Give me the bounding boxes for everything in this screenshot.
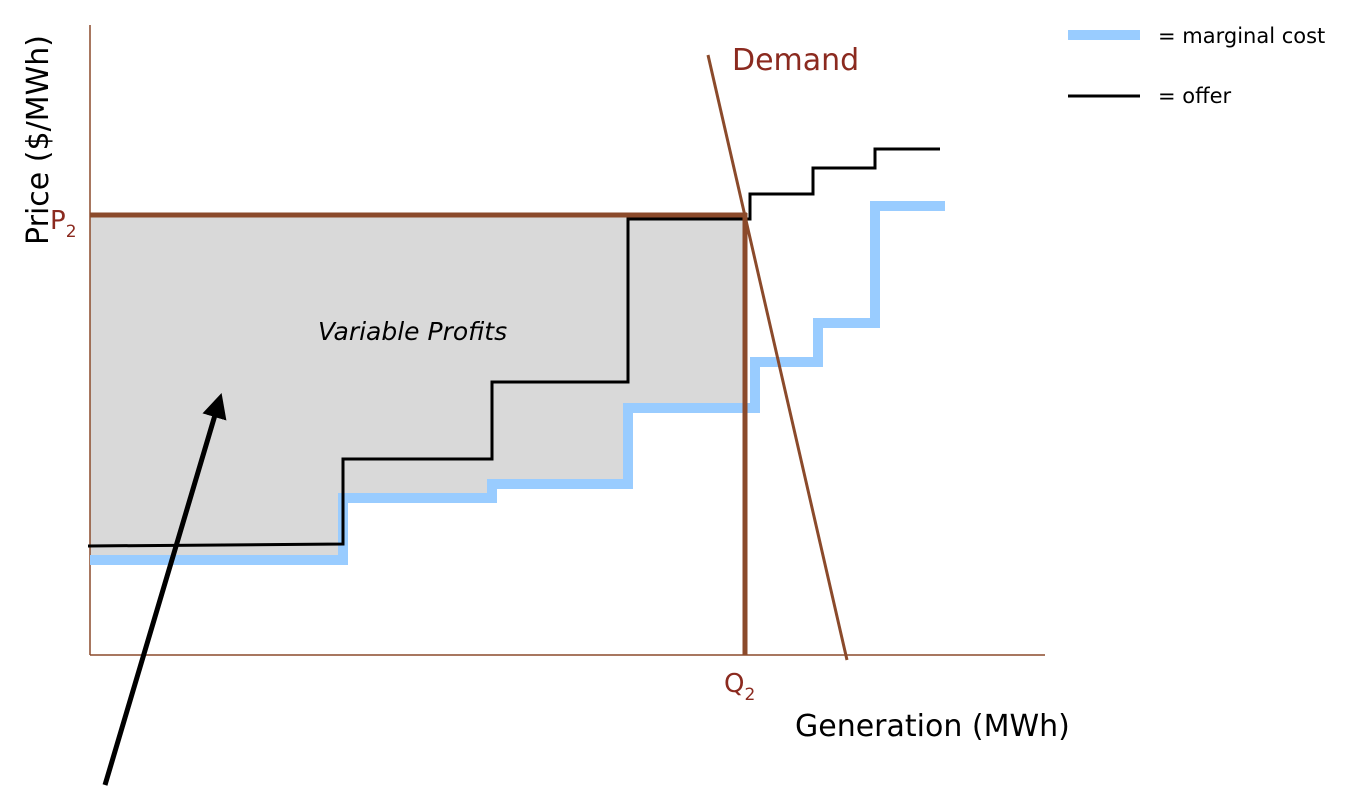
price-label: P2 (50, 206, 77, 242)
profit-area (90, 215, 745, 555)
offer (87, 147, 940, 548)
demand-label: Demand (732, 43, 859, 78)
quantity-label-main: Q (724, 669, 744, 699)
legend-marginal-cost: = marginal cost (1158, 24, 1325, 48)
marginal-cost (90, 201, 945, 565)
quantity-label-sub: 2 (744, 685, 755, 705)
price-label-main: P (50, 206, 66, 236)
area-label: Variable Profits (318, 317, 507, 346)
legend-swatch-marginal-cost (1068, 30, 1140, 40)
price-label-sub: 2 (66, 222, 77, 242)
demand-line (706, 54, 849, 661)
quantity-label: Q2 (724, 669, 755, 705)
arrow (102, 393, 227, 786)
x-axis-label: Generation (MWh) (795, 709, 1070, 744)
y-axis-label: Price ($/MWh) (21, 35, 56, 245)
legend-offer: = offer (1158, 84, 1232, 108)
